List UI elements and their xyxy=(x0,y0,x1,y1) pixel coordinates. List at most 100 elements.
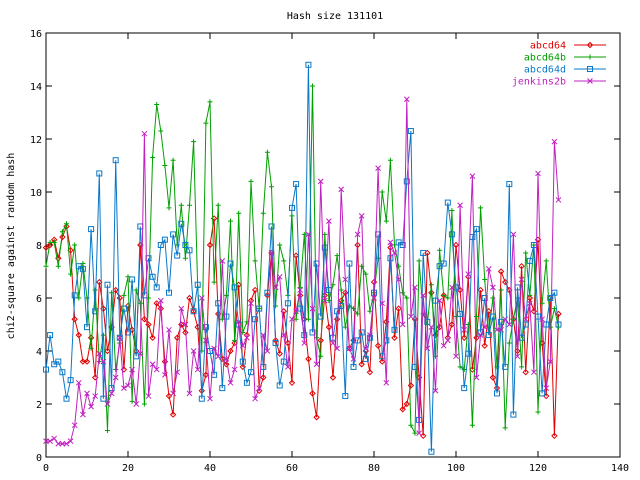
data-point xyxy=(551,138,558,145)
data-point xyxy=(72,242,78,248)
data-point xyxy=(59,440,66,447)
data-point xyxy=(75,379,82,386)
data-point xyxy=(153,366,160,373)
data-point xyxy=(399,406,406,413)
data-point xyxy=(326,218,332,225)
data-point xyxy=(526,300,533,307)
data-point xyxy=(326,298,332,304)
data-point xyxy=(116,294,124,302)
data-point xyxy=(260,374,267,381)
data-point xyxy=(83,358,91,365)
data-point xyxy=(264,149,270,155)
data-point xyxy=(444,199,451,206)
data-point xyxy=(202,324,209,331)
data-point xyxy=(264,348,271,354)
x-tick-label: 120 xyxy=(529,463,547,474)
data-point xyxy=(449,284,455,291)
data-point xyxy=(465,322,471,327)
data-point xyxy=(215,202,221,208)
y-tick-label: 0 xyxy=(36,453,42,464)
data-point xyxy=(223,313,230,320)
y-tick-label: 10 xyxy=(30,188,42,199)
x-tick-label: 0 xyxy=(43,463,49,474)
data-point xyxy=(586,41,594,49)
data-point xyxy=(149,361,156,368)
data-point xyxy=(170,157,176,163)
data-point xyxy=(403,178,410,185)
data-point xyxy=(248,178,254,184)
data-point xyxy=(281,258,287,264)
data-point xyxy=(555,321,562,328)
data-point xyxy=(293,316,299,322)
data-point xyxy=(527,292,533,298)
data-point xyxy=(149,273,156,280)
data-point xyxy=(51,435,58,442)
data-point xyxy=(198,295,205,301)
data-point xyxy=(346,345,353,352)
data-point xyxy=(375,165,381,172)
data-point xyxy=(149,334,156,341)
data-point xyxy=(379,189,385,195)
data-point xyxy=(342,289,349,296)
data-point xyxy=(145,321,152,328)
data-point xyxy=(387,157,393,163)
data-point xyxy=(428,282,434,288)
data-point xyxy=(305,316,311,322)
data-point xyxy=(71,422,78,429)
data-point xyxy=(448,231,455,238)
data-point xyxy=(292,252,300,259)
data-point xyxy=(157,242,164,248)
data-point xyxy=(198,395,205,402)
data-point xyxy=(284,300,291,307)
data-point xyxy=(207,395,213,402)
data-point xyxy=(248,300,254,307)
data-point xyxy=(506,321,513,328)
data-point xyxy=(232,337,238,343)
data-point xyxy=(104,347,111,355)
data-point xyxy=(453,353,459,360)
data-point xyxy=(88,345,94,351)
data-point xyxy=(268,250,275,256)
legend-label: jenkins2b xyxy=(512,77,566,88)
data-point xyxy=(440,260,447,267)
data-point xyxy=(67,438,74,444)
data-point xyxy=(539,390,546,397)
data-point xyxy=(277,242,283,248)
data-point xyxy=(235,318,242,325)
data-point xyxy=(178,220,185,227)
data-point xyxy=(535,409,541,415)
data-point xyxy=(305,231,312,238)
data-point xyxy=(445,295,451,301)
data-point xyxy=(441,292,447,298)
data-point xyxy=(150,155,156,161)
data-point xyxy=(309,390,316,397)
data-point xyxy=(313,361,320,368)
data-point xyxy=(461,367,467,373)
legend-item-abcd64b: abcd64b xyxy=(524,53,606,64)
data-point xyxy=(96,170,103,177)
data-point xyxy=(309,329,316,336)
data-point xyxy=(92,393,99,399)
data-point xyxy=(71,315,78,323)
data-point xyxy=(547,295,554,301)
data-point xyxy=(47,332,54,339)
data-point xyxy=(518,276,525,283)
data-point xyxy=(129,276,136,283)
legend-label: abcd64b xyxy=(524,53,566,64)
data-point xyxy=(100,395,107,402)
y-tick-label: 4 xyxy=(36,347,42,358)
data-point xyxy=(59,233,66,241)
data-point xyxy=(338,287,344,293)
data-point xyxy=(354,231,361,238)
data-point xyxy=(121,292,127,298)
data-point xyxy=(256,305,263,312)
data-point xyxy=(84,390,90,397)
data-point xyxy=(169,411,177,418)
data-point xyxy=(79,358,87,365)
y-tick-label: 6 xyxy=(36,294,42,305)
data-point xyxy=(223,361,230,368)
data-point xyxy=(481,324,488,331)
data-point xyxy=(108,385,115,392)
data-point xyxy=(317,313,324,320)
data-point xyxy=(378,358,386,365)
